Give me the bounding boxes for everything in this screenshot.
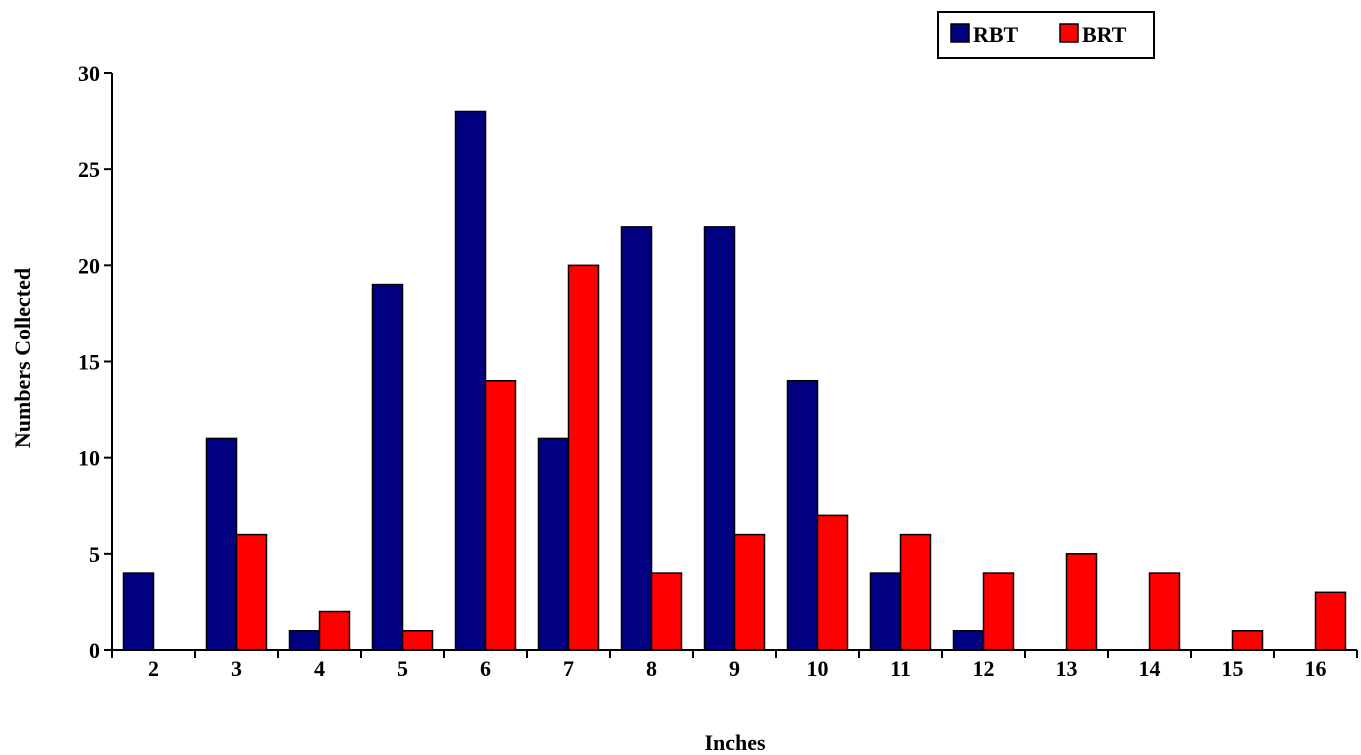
bar-brt-10 — [816, 514, 849, 651]
bar-brt-15 — [1231, 630, 1264, 651]
bar-brt-8 — [650, 572, 683, 651]
bar-brt-9 — [733, 533, 766, 651]
bar-brt-11 — [899, 533, 932, 651]
bar-rbt-8 — [620, 226, 653, 651]
x-tick-label: 13 — [1056, 656, 1078, 681]
y-tick-label: 10 — [78, 446, 100, 471]
bar-rbt-4 — [288, 630, 321, 651]
x-tick-label: 10 — [807, 656, 829, 681]
bar-rbt-12 — [952, 630, 985, 651]
y-tick-label: 0 — [89, 638, 100, 663]
legend-swatch-rbt — [950, 23, 970, 43]
legend-box — [937, 11, 1155, 59]
bar-brt-3 — [235, 533, 268, 651]
legend-swatch-brt — [1059, 23, 1079, 43]
bar-brt-16 — [1314, 591, 1347, 651]
x-tick-label: 6 — [480, 656, 491, 681]
y-tick-label: 25 — [78, 157, 100, 182]
bar-brt-6 — [484, 379, 517, 651]
bar-rbt-5 — [371, 283, 404, 651]
bar-rbt-3 — [205, 437, 238, 651]
x-tick-label: 3 — [231, 656, 242, 681]
bars-group — [122, 110, 1347, 651]
bar-rbt-2 — [122, 572, 155, 651]
legend: RBT BRT — [937, 11, 1155, 59]
x-tick-label: 2 — [148, 656, 159, 681]
y-tick-label: 20 — [78, 253, 100, 278]
y-axis-title: Numbers Collected — [10, 268, 35, 448]
y-tick-label: 5 — [89, 542, 100, 567]
x-tick-label: 16 — [1305, 656, 1327, 681]
legend-label-rbt: RBT — [973, 22, 1019, 47]
axes-group — [104, 72, 1358, 658]
bar-brt-14 — [1148, 572, 1181, 651]
y-tick-labels: 0 5 10 15 20 25 30 — [78, 61, 100, 663]
x-tick-label: 11 — [890, 656, 911, 681]
x-tick-label: 4 — [314, 656, 325, 681]
x-tick-labels: 2 3 4 5 6 7 8 9 10 11 12 13 14 15 16 — [148, 656, 1327, 681]
x-axis-title: Inches — [704, 730, 766, 755]
bar-brt-7 — [567, 264, 600, 651]
y-tick-label: 15 — [78, 350, 100, 375]
bar-rbt-7 — [537, 437, 570, 651]
x-tick-label: 9 — [729, 656, 740, 681]
bar-rbt-10 — [786, 379, 819, 651]
plot-area: 2 3 4 5 6 7 8 9 10 11 12 13 14 15 16 0 5 10 15 20 25 30 — [78, 61, 1358, 681]
x-tick-label: 7 — [563, 656, 574, 681]
x-tick-label: 12 — [973, 656, 995, 681]
x-tick-label: 5 — [397, 656, 408, 681]
bar-rbt-11 — [869, 572, 902, 651]
y-tick-label: 30 — [78, 61, 100, 86]
bar-brt-4 — [318, 610, 351, 651]
bar-rbt-9 — [703, 226, 736, 651]
x-tick-label: 8 — [646, 656, 657, 681]
x-tick-label: 15 — [1222, 656, 1244, 681]
bar-rbt-6 — [454, 110, 487, 651]
legend-label-brt: BRT — [1082, 22, 1127, 47]
bar-brt-13 — [1065, 553, 1098, 651]
x-tick-label: 14 — [1139, 656, 1161, 681]
bar-brt-5 — [401, 630, 434, 651]
bar-brt-12 — [982, 572, 1015, 651]
